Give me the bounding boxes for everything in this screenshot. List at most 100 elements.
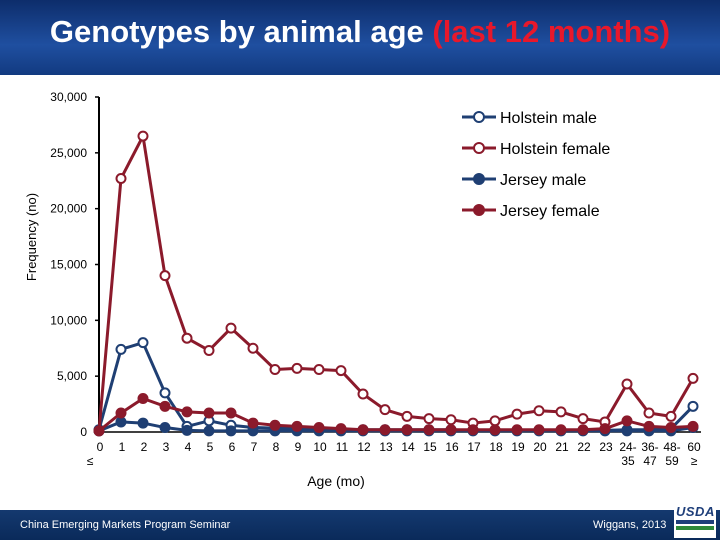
data-point bbox=[379, 404, 391, 416]
data-point bbox=[489, 415, 501, 427]
data-point bbox=[159, 387, 171, 399]
x-tick-label: ≤ bbox=[87, 454, 94, 468]
data-point bbox=[225, 407, 237, 419]
data-point bbox=[137, 130, 149, 142]
x-tick-label: 4 bbox=[185, 440, 192, 454]
data-point bbox=[423, 424, 435, 436]
data-point bbox=[181, 424, 193, 436]
data-point bbox=[181, 406, 193, 418]
usda-logo bbox=[674, 501, 716, 538]
x-tick-label: 7 bbox=[251, 440, 258, 454]
data-point bbox=[291, 362, 303, 374]
y-tick-label: 15,000 bbox=[50, 258, 87, 272]
slide-title: Genotypes by animal age (last 12 months) bbox=[0, 14, 720, 50]
data-point bbox=[401, 424, 413, 436]
x-tick-label: 19 bbox=[511, 440, 525, 454]
x-tick-label: 2 bbox=[141, 440, 148, 454]
legend-label: Holstein female bbox=[500, 141, 610, 158]
series-jersey-female bbox=[93, 393, 699, 437]
x-tick-label: ≥ bbox=[691, 454, 698, 468]
data-point bbox=[159, 422, 171, 434]
x-tick-label: 1 bbox=[119, 440, 126, 454]
data-point bbox=[335, 365, 347, 377]
x-tick-label: 24- bbox=[619, 440, 636, 454]
data-point bbox=[643, 420, 655, 432]
x-axis-label: Age (mo) bbox=[307, 473, 365, 489]
data-point bbox=[489, 424, 501, 436]
data-point bbox=[599, 423, 611, 435]
data-point bbox=[687, 420, 699, 432]
data-point bbox=[313, 363, 325, 375]
y-tick-label: 20,000 bbox=[50, 202, 87, 216]
footer-bar: China Emerging Markets Program Seminar W… bbox=[0, 510, 720, 540]
x-tick-label: 12 bbox=[357, 440, 371, 454]
data-point bbox=[467, 424, 479, 436]
data-point bbox=[555, 406, 567, 418]
data-point bbox=[423, 413, 435, 425]
x-tick-label: 18 bbox=[489, 440, 503, 454]
x-tick-label: 21 bbox=[555, 440, 569, 454]
title-main: Genotypes by animal age bbox=[49, 14, 433, 49]
data-point bbox=[247, 417, 259, 429]
data-point bbox=[181, 332, 193, 344]
data-point bbox=[247, 342, 259, 354]
x-tick-label: 6 bbox=[229, 440, 236, 454]
y-axis-label: Frequency (no) bbox=[24, 193, 39, 281]
x-tick-label: 59 bbox=[665, 454, 679, 468]
data-point bbox=[335, 423, 347, 435]
data-point bbox=[203, 425, 215, 437]
data-point bbox=[533, 405, 545, 417]
data-point bbox=[511, 424, 523, 436]
x-tick-label: 47 bbox=[643, 454, 657, 468]
legend: Holstein male Holstein female Jersey male J… bbox=[462, 110, 610, 220]
series-layer bbox=[93, 130, 699, 437]
data-point bbox=[621, 415, 633, 427]
y-tick-label: 30,000 bbox=[50, 90, 87, 104]
data-point bbox=[445, 414, 457, 426]
x-tick-label: 13 bbox=[379, 440, 393, 454]
data-point bbox=[115, 416, 127, 428]
data-point bbox=[357, 424, 369, 436]
chart-axes bbox=[98, 97, 701, 433]
x-tick-label: 17 bbox=[467, 440, 481, 454]
data-point bbox=[511, 408, 523, 420]
data-point bbox=[159, 270, 171, 282]
legend-swatch-marker bbox=[473, 111, 485, 123]
x-tick-label: 10 bbox=[313, 440, 327, 454]
title-bar bbox=[0, 0, 720, 75]
data-point bbox=[269, 419, 281, 431]
x-tick-label: 60 bbox=[687, 440, 701, 454]
x-tick-label: 3 bbox=[163, 440, 170, 454]
x-tick-label: 20 bbox=[533, 440, 547, 454]
data-point bbox=[291, 420, 303, 432]
data-point bbox=[533, 424, 545, 436]
legend-swatch-marker bbox=[473, 204, 485, 216]
data-point bbox=[621, 378, 633, 390]
y-tick-label: 0 bbox=[80, 425, 87, 439]
data-point bbox=[137, 337, 149, 349]
data-point bbox=[401, 410, 413, 422]
data-point bbox=[687, 400, 699, 412]
data-point bbox=[445, 424, 457, 436]
footer-author: Wiggans, 2013 bbox=[593, 519, 667, 531]
usda-logo-text: USDA bbox=[676, 504, 715, 519]
x-tick-label: 23 bbox=[599, 440, 613, 454]
series-holstein-female bbox=[93, 130, 699, 437]
x-tick-label: 48- bbox=[663, 440, 680, 454]
x-tick-label: 11 bbox=[336, 440, 349, 454]
x-tick-label: 36- bbox=[641, 440, 658, 454]
data-point bbox=[357, 388, 369, 400]
legend-label: Jersey female bbox=[500, 203, 600, 220]
x-tick-label: 0 bbox=[97, 440, 104, 454]
data-point bbox=[621, 425, 633, 437]
data-point bbox=[159, 400, 171, 412]
series-line bbox=[97, 134, 695, 432]
title-highlight: (last 12 months) bbox=[432, 14, 671, 49]
data-point bbox=[379, 424, 391, 436]
data-point bbox=[115, 173, 127, 185]
x-tick-label: 14 bbox=[401, 440, 415, 454]
data-point bbox=[577, 413, 589, 425]
data-point bbox=[225, 322, 237, 334]
data-point bbox=[203, 344, 215, 356]
